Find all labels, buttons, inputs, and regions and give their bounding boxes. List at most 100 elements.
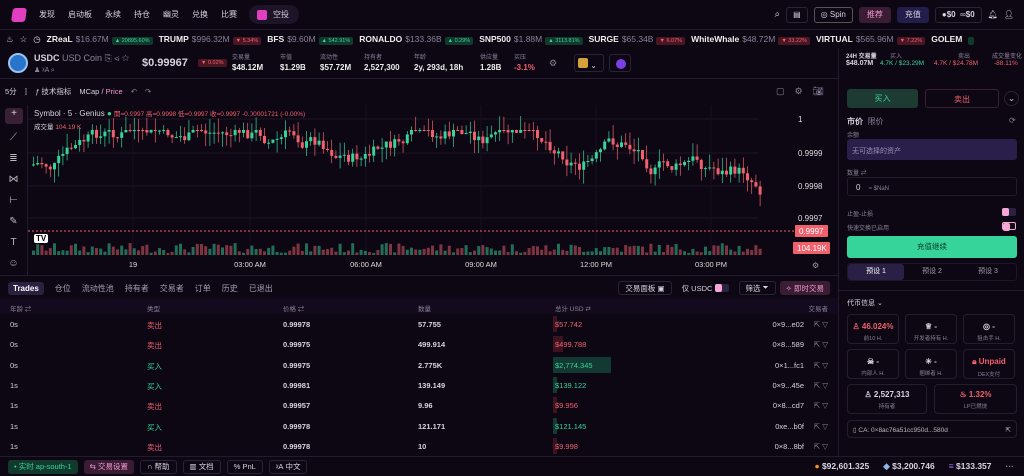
nav-contest[interactable]: 比赛 <box>221 10 237 19</box>
star-icon[interactable]: ☆ <box>19 33 28 44</box>
ticker-item[interactable]: SNP500 $1.88M ▲ 3113.81% <box>479 34 583 45</box>
table-row[interactable]: 0s 买入 0.99975 2.775K $2,774.345 0×1...fc1 ⇱ ▽ <box>0 355 836 375</box>
external-link-icon[interactable]: ⇱ ▽ <box>813 401 828 411</box>
column-header[interactable]: 数量 <box>418 306 431 313</box>
tab-1[interactable]: 仓位 <box>54 284 71 293</box>
column-header[interactable]: 总计 USD ⇄ <box>555 306 591 313</box>
table-row[interactable]: 1s 卖出 0.99978 10 $9.998 0×8...8bf ⇱ ▽ <box>0 436 836 456</box>
brush-icon[interactable]: ✎ <box>9 216 18 227</box>
user-icon[interactable]: 👤︎ <box>1003 10 1014 19</box>
qty-input[interactable]: 0 ≈ $NaN <box>847 177 1017 196</box>
external-link-icon[interactable]: ⇱ ▽ <box>813 360 828 370</box>
sell-tab[interactable]: 卖出 <box>925 89 999 108</box>
external-link-icon[interactable]: ⇱ ▽ <box>813 320 828 329</box>
nav-positions[interactable]: 持仓 <box>134 10 150 19</box>
cell-5[interactable]: 0×8...cd7 <box>772 401 804 411</box>
tab-5[interactable]: 订单 <box>194 284 211 293</box>
tab-0[interactable]: Trades <box>8 282 44 295</box>
external-link-icon[interactable]: ⇱ <box>1005 427 1011 434</box>
column-header[interactable]: 交易者 <box>808 306 829 313</box>
help-button[interactable]: ∩ 帮助 <box>140 459 177 474</box>
token-info-header[interactable]: 代币信息 ⌄ <box>847 300 883 307</box>
more-icon[interactable]: ··· <box>1005 461 1015 471</box>
docs-button[interactable]: ▥ 文档 <box>182 459 221 474</box>
only-usdc-toggle[interactable]: 仅 USDC <box>676 281 735 295</box>
crosshair-icon[interactable]: + <box>5 108 23 124</box>
pattern-icon[interactable]: ⋈ <box>8 174 19 185</box>
ticker-item[interactable]: SURGE $65.34B ▼ 6.07% <box>589 34 686 45</box>
redo-icon[interactable]: ↷ <box>145 87 152 96</box>
fire-icon[interactable]: ♨ <box>6 33 14 44</box>
emoji-icon[interactable]: ☺ <box>8 258 19 269</box>
bell-icon[interactable]: 🔔︎ <box>987 10 998 19</box>
external-link-icon[interactable]: ⇱ ▽ <box>813 441 828 451</box>
interval-select[interactable]: 5分 <box>5 87 17 96</box>
market-tab[interactable]: 市价 <box>847 117 863 126</box>
candle-type-icon[interactable]: ⫿ <box>24 86 28 96</box>
ticker-item[interactable]: RONALDO $133.36B ▲ 0.29% <box>359 34 474 45</box>
wallet-button[interactable] <box>609 54 631 72</box>
square-icon[interactable]: ▢ <box>776 86 785 96</box>
table-row[interactable]: 0s 卖出 0.99978 57.755 $57.742 0×9...e02 ⇱ ▽ <box>0 314 836 334</box>
tab-7[interactable]: 已退出 <box>248 284 273 293</box>
deposit-continue-button[interactable]: 充值继续 <box>847 236 1017 258</box>
chain-select[interactable]: ⌄ <box>574 54 604 72</box>
live-region[interactable]: • 实时 ap-south-1 <box>8 459 78 474</box>
fib-icon[interactable]: ≣ <box>9 153 18 164</box>
token-tools-icons[interactable]: ♟ ᵡA ⌕ <box>34 67 55 74</box>
ticker-item[interactable]: ZReaL $16.67M ▲ 20895.60% <box>47 34 153 45</box>
logo-icon[interactable] <box>11 7 27 22</box>
ticker-item[interactable]: BFS $9.60M ▲ 542.91% <box>267 34 354 45</box>
tab-4[interactable]: 交易者 <box>159 284 184 293</box>
ticker-item[interactable]: VIRTUAL $565.96M ▼ 7.22% <box>816 34 926 45</box>
trendline-icon[interactable]: ⟋ <box>10 132 17 143</box>
indicators-button[interactable]: ƒ 技术指标 <box>35 86 71 97</box>
fast-swap-toggle[interactable] <box>1002 222 1016 231</box>
cell-5[interactable]: 0×9...e02 <box>772 320 805 329</box>
chevron-down-icon[interactable]: ⌄ <box>1004 91 1019 106</box>
column-header[interactable]: 类型 <box>147 306 160 313</box>
column-header[interactable]: 价格 ⇄ <box>283 306 305 313</box>
cell-5[interactable]: 0×9...45e <box>772 380 805 390</box>
measure-icon[interactable]: ⊢ <box>9 195 18 206</box>
search-icon[interactable]: ⌕ <box>774 9 781 20</box>
settings-icon[interactable]: ⚙ <box>549 58 558 68</box>
filter-button[interactable]: 筛选 ⏷ <box>738 281 776 295</box>
clipboard-icon[interactable]: ▤ <box>786 6 808 23</box>
preset-2[interactable]: 预设 2 <box>922 268 942 275</box>
cell-5[interactable]: 0xe...b0f <box>775 421 804 431</box>
tab-3[interactable]: 持有者 <box>124 284 149 293</box>
spin-button[interactable]: ◎ Spin <box>813 6 853 23</box>
camera-icon[interactable]: 📷︎ <box>812 86 825 96</box>
table-row[interactable]: 1s 买入 0.99978 121.171 $121.145 0xe...b0f ⇱ ▽ <box>0 416 836 436</box>
buy-tab[interactable]: 买入 <box>847 89 918 108</box>
cell-5[interactable]: 0×8...8bf <box>774 441 804 451</box>
settings-chart-icon[interactable]: ⚙ <box>794 86 803 96</box>
text-icon[interactable]: T <box>10 237 17 248</box>
balance-display[interactable]: ● $0 ∞ $0 <box>934 6 982 23</box>
table-row[interactable]: 1s 卖出 0.99957 9.96 $9.956 0×8...cd7 ⇱ ▽ <box>0 395 836 415</box>
mcap-price-toggle[interactable]: MCap / Price <box>79 87 123 96</box>
tab-6[interactable]: 历史 <box>221 284 238 293</box>
nav-ghost[interactable]: 幽灵 <box>163 10 179 19</box>
nav-perps[interactable]: 永续 <box>105 10 121 19</box>
language-button[interactable]: ᵡA 中文 <box>268 459 308 474</box>
undo-icon[interactable]: ↶ <box>130 87 138 96</box>
ticker-item[interactable]: TRUMP $996.32M ▼ 5.34% <box>159 34 262 45</box>
external-link-icon[interactable]: ⇱ ▽ <box>813 340 828 350</box>
tab-2[interactable]: 流动性池 <box>81 284 114 293</box>
recommend-button[interactable]: 推荐 <box>858 6 891 23</box>
copy-share-star-icons[interactable]: ⎘ ⋖ ☆ <box>104 53 130 63</box>
instant-trade-button[interactable]: ✧ 即时交易 <box>779 281 830 295</box>
pnl-button[interactable]: % PnL <box>226 459 263 474</box>
limit-tab[interactable]: 限价 <box>867 117 884 126</box>
deposit-button[interactable]: 充值 <box>896 6 929 23</box>
trade-panel-button[interactable]: 交易面板 ▣ <box>618 281 672 295</box>
cell-5[interactable]: 0×1...fc1 <box>775 360 804 370</box>
ticker-item[interactable]: GOLEM <box>931 34 975 45</box>
clock-icon[interactable]: ◷ <box>33 33 41 44</box>
contract-address[interactable]: ▯ CA: 0×8ac76a51cc950d...580d ⇱ <box>847 420 1017 438</box>
asset-select[interactable]: 无可选择的资产 <box>847 139 1017 160</box>
refresh-icon[interactable]: ⟳ <box>1009 116 1016 125</box>
nav-airdrop[interactable]: 空投 <box>249 5 299 24</box>
